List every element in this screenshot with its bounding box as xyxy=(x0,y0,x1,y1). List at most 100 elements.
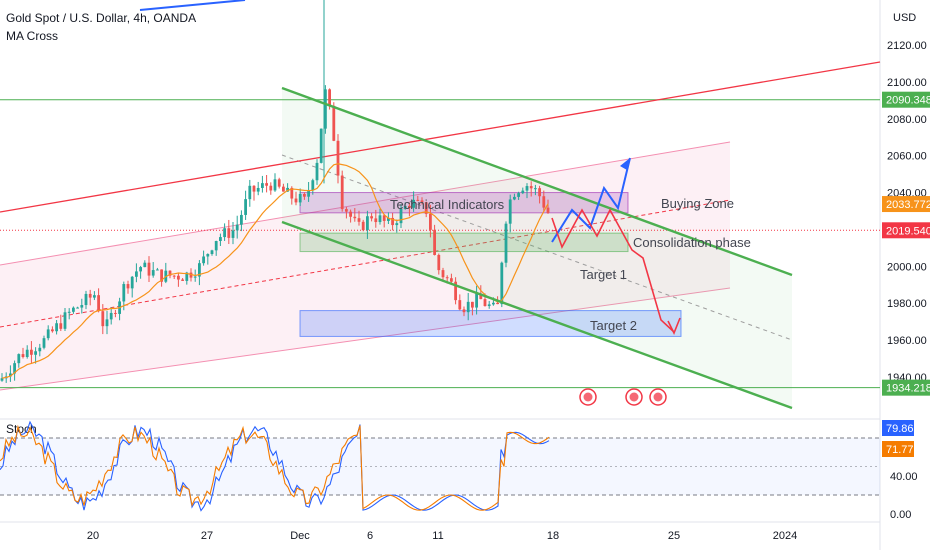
candle-body xyxy=(252,185,256,192)
candle-body xyxy=(433,229,436,255)
green-channel-top xyxy=(281,86,793,277)
pink-channel-top xyxy=(0,141,731,266)
blue-drawing-fragment xyxy=(139,0,246,11)
candle-body xyxy=(546,207,550,213)
candle-body xyxy=(424,202,428,214)
zone-rect-2 xyxy=(299,310,682,337)
candle-body xyxy=(408,205,411,208)
candle-body xyxy=(534,188,537,190)
price-tick-label: 2080.00 xyxy=(887,114,927,126)
time-tick-label: 6 xyxy=(367,530,373,542)
candle-body xyxy=(206,254,210,257)
price-tick-label: 2100.00 xyxy=(887,77,927,89)
forecast-blue-arrowhead xyxy=(620,158,630,170)
time-tick-label: 2024 xyxy=(773,530,797,542)
candle-body xyxy=(298,193,302,203)
candle-body xyxy=(332,105,336,141)
candle-body xyxy=(193,276,197,278)
candle-body xyxy=(265,183,268,186)
candle-body xyxy=(399,208,403,224)
candle-body xyxy=(13,363,16,374)
price-marker-label-2: 2019.540 xyxy=(886,225,932,237)
candle-body xyxy=(273,179,277,191)
red-trendline xyxy=(0,61,881,213)
price-tick-label: 1960.00 xyxy=(887,335,927,347)
candle-body xyxy=(504,223,508,263)
candle-body xyxy=(366,216,369,231)
candle-body xyxy=(387,217,390,221)
stoch-value-label-0: 79.86 xyxy=(886,423,914,435)
candle-body xyxy=(454,281,457,301)
candle-body xyxy=(63,312,67,329)
candle-body xyxy=(55,323,58,332)
candle-body xyxy=(336,140,340,176)
candle-body xyxy=(156,269,159,271)
price-marker-bg-3 xyxy=(882,379,930,396)
chart-title: Gold Spot / U.S. Dollar, 4h, OANDA xyxy=(6,11,197,25)
time-tick-label: 18 xyxy=(547,530,559,542)
candle-body xyxy=(172,275,176,277)
green-channel-fill xyxy=(282,88,792,408)
candle-body xyxy=(67,311,71,313)
candle-body xyxy=(219,237,222,242)
candle-body xyxy=(51,329,54,332)
candle-body xyxy=(500,262,504,305)
candle-body xyxy=(403,205,407,209)
candle-body xyxy=(105,319,109,327)
candle-body xyxy=(521,190,525,194)
candle-body xyxy=(109,312,113,320)
candle-body xyxy=(370,216,373,219)
candle-body xyxy=(122,284,126,302)
stoch-k-line xyxy=(0,420,550,512)
price-tick-label: 2000.00 xyxy=(887,261,927,273)
candle-body xyxy=(126,284,130,289)
candle-body xyxy=(72,307,75,312)
event-marker-flag-1 xyxy=(629,392,639,402)
candle-body xyxy=(353,216,357,219)
candle-body xyxy=(466,301,470,313)
indicator-label: MA Cross xyxy=(6,29,59,43)
forecast-red-arrowhead xyxy=(667,317,681,335)
candle-body xyxy=(130,276,134,289)
price-marker-bg-1 xyxy=(882,196,930,213)
candle-body xyxy=(307,190,310,197)
candle-body xyxy=(210,250,214,255)
candle-body xyxy=(462,309,466,313)
annotation-technical: Technical Indicators xyxy=(390,197,505,212)
candle-body xyxy=(517,193,520,197)
candle-body xyxy=(303,193,306,197)
candle-body xyxy=(38,347,42,352)
candle-body xyxy=(151,270,155,276)
green-channel-bottom xyxy=(281,220,793,410)
candle-body xyxy=(349,211,352,217)
candle-body xyxy=(80,305,84,308)
candle-body xyxy=(471,301,474,308)
candle-body xyxy=(256,187,260,192)
candle-body xyxy=(30,349,33,355)
candle-body xyxy=(240,214,243,225)
price-marker-label-0: 2090.348 xyxy=(886,95,932,107)
price-tick-label: 2060.00 xyxy=(887,151,927,163)
stoch-tick-label: 0.00 xyxy=(890,509,911,521)
candle-body xyxy=(59,323,63,329)
candle-body xyxy=(357,218,361,222)
candle-body xyxy=(235,224,239,231)
candle-body xyxy=(378,215,382,223)
candle-body xyxy=(475,293,478,308)
pink-channel-bottom xyxy=(0,287,731,391)
candle-body xyxy=(429,213,432,230)
candle-body xyxy=(391,217,394,226)
candle-body xyxy=(189,272,193,278)
candle-body xyxy=(21,354,25,358)
ma-line xyxy=(1,163,549,379)
stoch-d-line xyxy=(0,424,550,511)
candle-body xyxy=(319,128,323,163)
zone-label-consolidation: Consolidation phase xyxy=(633,235,751,250)
zone-label-buying: Buying Zone xyxy=(661,196,734,211)
candle-body xyxy=(97,295,100,312)
candle-body xyxy=(441,270,445,278)
candle-body xyxy=(114,312,117,314)
candle-body xyxy=(479,293,483,300)
price-tick-label: 1980.00 xyxy=(887,298,927,310)
candle-body xyxy=(181,279,184,281)
